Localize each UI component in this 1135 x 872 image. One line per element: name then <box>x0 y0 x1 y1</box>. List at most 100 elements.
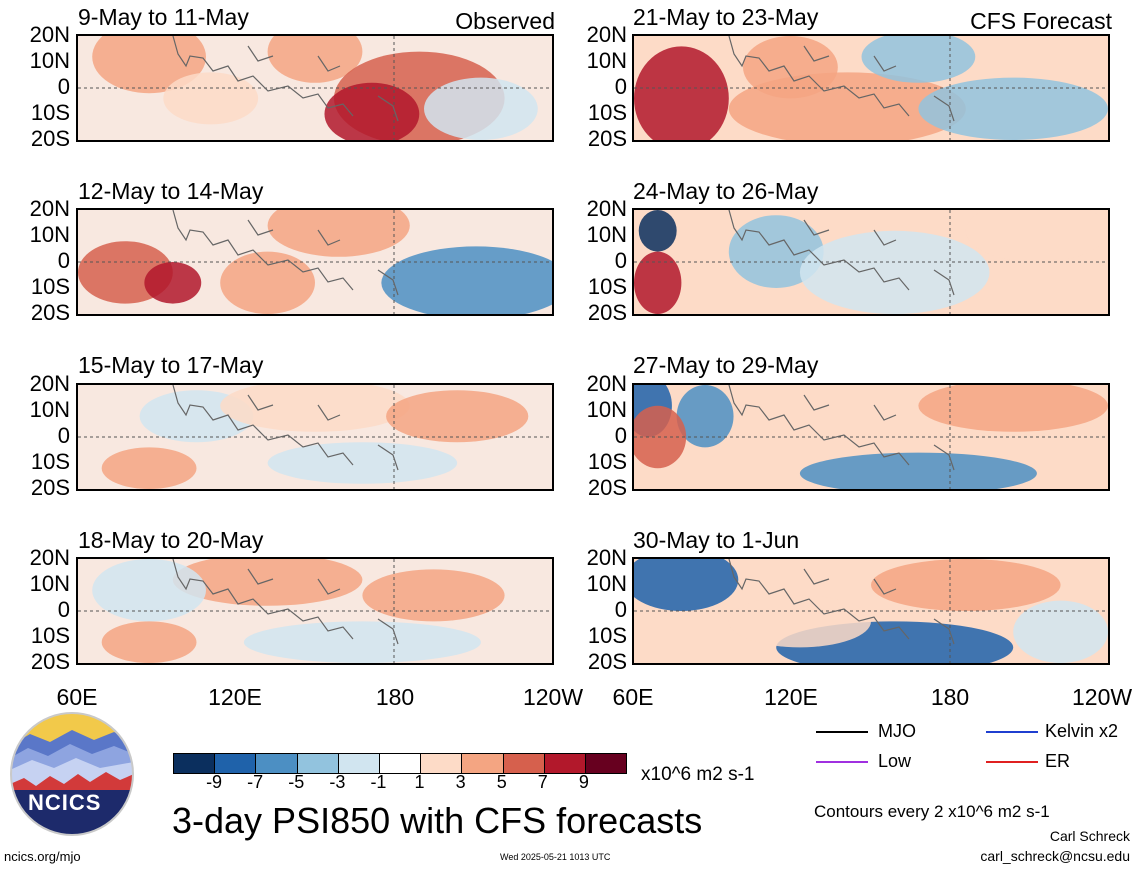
colorbar-swatch <box>378 754 421 773</box>
y-tick-label: 20S <box>30 126 70 151</box>
y-tick-label: 10S <box>30 623 70 648</box>
y-tick-label: 20S <box>30 300 70 325</box>
colorbar-units: x10^6 m2 s-1 <box>641 764 755 785</box>
panel-title: 18-May to 20-May <box>78 527 264 553</box>
y-tick-label: 10N <box>29 48 70 73</box>
x-tick-label: 60E <box>56 684 98 710</box>
colorbar-swatch <box>502 754 544 773</box>
y-tick-label: 0 <box>57 248 70 273</box>
colorbar-label: 7 <box>537 772 548 792</box>
colorbar-label: 3 <box>455 772 466 792</box>
map-panel <box>632 557 1110 665</box>
y-tick-label: 20S <box>587 475 627 500</box>
y-tick-label: 10S <box>587 274 627 299</box>
panel-title: 12-May to 14-May <box>78 178 264 204</box>
forecast-label: CFS Forecast <box>970 8 1112 34</box>
x-tick-label: 180 <box>375 684 415 710</box>
y-tick-label: 0 <box>57 423 70 448</box>
y-tick-label: 0 <box>57 597 70 622</box>
legend-label-er: ER <box>1045 751 1071 771</box>
colorbar-label: -1 <box>370 772 387 792</box>
author: Carl Schreck <box>1049 828 1130 844</box>
y-tick-label: 0 <box>57 74 70 99</box>
logo-text: NCICS <box>28 790 102 815</box>
y-tick-label: 10N <box>586 397 627 422</box>
author-email[interactable]: carl_schreck@ncsu.edu <box>980 848 1130 864</box>
y-tick-label: 20N <box>586 545 627 570</box>
legend-lines <box>816 731 1038 763</box>
colorbar-label: -3 <box>329 772 346 792</box>
y-tick-label: 20S <box>30 649 70 674</box>
y-tick-label: 20S <box>587 649 627 674</box>
y-tick-label: 10N <box>586 571 627 596</box>
y-tick-label: 10S <box>30 274 70 299</box>
y-tick-label: 20N <box>29 22 70 47</box>
colorbar-swatch <box>337 754 379 773</box>
panel-title: 27-May to 29-May <box>633 352 819 378</box>
y-tick-label: 0 <box>614 74 627 99</box>
colorbar-swatch <box>214 754 256 773</box>
y-tick-label: 0 <box>614 248 627 273</box>
colorbar-swatch <box>461 754 503 773</box>
map-panel <box>632 34 1110 142</box>
x-tick-label: 120E <box>764 684 818 710</box>
y-tick-label: 20N <box>586 22 627 47</box>
panel-title: 15-May to 17-May <box>78 352 264 378</box>
colorbar-label: -5 <box>288 772 305 792</box>
colorbar-swatch <box>584 754 627 773</box>
panel-title: 30-May to 1-Jun <box>633 527 800 553</box>
panel-title: 21-May to 23-May <box>633 4 819 30</box>
site-link[interactable]: ncics.org/mjo <box>4 849 81 864</box>
colorbar-swatch <box>543 754 585 773</box>
y-tick-label: 10N <box>29 397 70 422</box>
y-tick-label: 20N <box>586 371 627 396</box>
y-tick-label: 0 <box>614 597 627 622</box>
y-tick-label: 10N <box>586 222 627 247</box>
x-tick-label: 60E <box>612 684 654 710</box>
colorbar-label: -9 <box>206 772 223 792</box>
y-tick-label: 10N <box>29 571 70 596</box>
y-tick-label: 20S <box>30 475 70 500</box>
x-tick-label: 120W <box>522 684 584 710</box>
map-panel <box>632 208 1110 316</box>
map-panel <box>76 208 554 316</box>
observed-label: Observed <box>455 8 555 34</box>
y-tick-label: 10N <box>29 222 70 247</box>
panel-title: 24-May to 26-May <box>633 178 819 204</box>
y-tick-label: 10S <box>587 449 627 474</box>
colorbar-label: 1 <box>414 772 425 792</box>
y-tick-label: 20N <box>29 371 70 396</box>
colorbar <box>173 753 627 774</box>
x-tick-label: 180 <box>930 684 970 710</box>
y-tick-label: 20S <box>587 300 627 325</box>
map-panel <box>76 557 554 665</box>
y-tick-label: 20S <box>587 126 627 151</box>
y-tick-label: 10S <box>30 449 70 474</box>
legend-label-low: Low <box>878 751 912 771</box>
timestamp: Wed 2025-05-21 1013 UTC <box>500 852 611 862</box>
contour-note: Contours every 2 x10^6 m2 s-1 <box>814 802 1050 821</box>
ncics-logo <box>10 712 134 836</box>
colorbar-label: 5 <box>496 772 507 792</box>
colorbar-swatch <box>296 754 338 773</box>
y-tick-label: 10S <box>587 100 627 125</box>
map-panel <box>76 34 554 142</box>
x-tick-label: 120W <box>1072 684 1133 710</box>
panel-title: 9-May to 11-May <box>78 4 249 30</box>
legend-label-kelvin: Kelvin x2 <box>1045 721 1119 741</box>
y-tick-label: 10N <box>586 48 627 73</box>
map-panel <box>76 383 554 491</box>
colorbar-label: 9 <box>578 772 589 792</box>
y-tick-label: 10S <box>30 100 70 125</box>
map-panel <box>632 383 1110 491</box>
x-tick-label: 120E <box>208 684 262 710</box>
y-tick-label: 20N <box>29 196 70 221</box>
colorbar-label: -7 <box>247 772 264 792</box>
colorbar-swatch <box>174 754 215 773</box>
y-tick-label: 20N <box>29 545 70 570</box>
y-tick-label: 10S <box>587 623 627 648</box>
y-tick-label: 20N <box>586 196 627 221</box>
colorbar-swatch <box>255 754 297 773</box>
y-tick-label: 0 <box>614 423 627 448</box>
legend-label-mjo: MJO <box>878 721 916 741</box>
